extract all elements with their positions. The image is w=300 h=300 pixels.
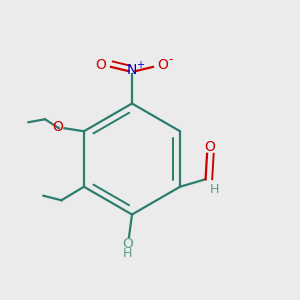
- Text: H: H: [123, 247, 132, 260]
- Text: O: O: [205, 140, 215, 154]
- Text: O: O: [122, 237, 133, 250]
- Text: -: -: [169, 53, 173, 66]
- Text: O: O: [158, 58, 168, 72]
- Text: +: +: [136, 60, 144, 70]
- Text: O: O: [96, 58, 106, 72]
- Text: O: O: [52, 120, 63, 134]
- Text: N: N: [127, 64, 137, 77]
- Text: H: H: [210, 183, 219, 196]
